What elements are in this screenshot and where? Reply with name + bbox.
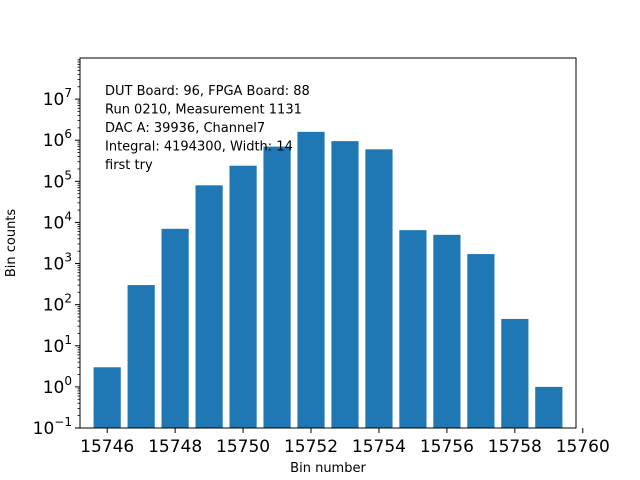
bar-15746 [93, 367, 121, 428]
y-tick-exponent: 2 [64, 292, 72, 306]
annotation-line: first try [105, 158, 153, 173]
x-tick-label: 15756 [420, 437, 474, 457]
annotation-block: DUT Board: 96, FPGA Board: 88 Run 0210, M… [105, 84, 310, 173]
y-axis-label: Bin counts [4, 209, 19, 278]
y-tick-label: 104 [43, 209, 72, 233]
y-tick-label: 102 [43, 292, 72, 316]
bar-15756 [433, 234, 461, 428]
x-tick-label: 15748 [148, 437, 202, 457]
x-tick-label: 15754 [352, 437, 406, 457]
y-tick-label: 10−1 [33, 415, 72, 439]
y-tick-base: 10 [43, 90, 65, 110]
y-tick-base: 10 [43, 131, 65, 151]
y-tick-base: 10 [43, 378, 65, 398]
y-tick-label: 100 [43, 374, 72, 398]
y-tick-exponent: 7 [64, 86, 72, 100]
y-tick-label: 105 [43, 168, 72, 192]
bar-15759 [535, 386, 563, 428]
y-tick-label: 107 [43, 86, 72, 110]
x-tick-label: 15758 [488, 437, 542, 457]
y-tick-exponent: 0 [64, 374, 72, 388]
x-tick-label: 15760 [556, 437, 610, 457]
bar-15757 [467, 254, 495, 428]
y-tick-exponent: 1 [64, 333, 72, 347]
y-tick-label: 106 [43, 127, 72, 151]
x-tick-label: 15746 [80, 437, 134, 457]
y-tick-base: 10 [43, 172, 65, 192]
bar-15750 [229, 165, 257, 428]
bars-group [93, 131, 563, 428]
bar-15752 [297, 131, 325, 428]
y-tick-exponent: 6 [64, 127, 72, 141]
bar-15747 [127, 285, 155, 428]
x-axis-ticks: 15746 15748 15750 15752 15754 15756 15758 15760 [80, 428, 610, 457]
y-tick-exponent: −1 [54, 415, 72, 429]
x-tick-label: 15750 [216, 437, 270, 457]
plot-frame [79, 57, 577, 429]
y-tick-base: 10 [43, 213, 65, 233]
y-tick-base: 10 [43, 337, 65, 357]
bar-15758 [501, 318, 529, 428]
bar-15748 [161, 228, 189, 428]
annotation-line: Run 0210, Measurement 1131 [105, 103, 302, 118]
y-tick-exponent: 4 [64, 209, 72, 223]
bar-15754 [365, 149, 393, 428]
y-tick-label: 101 [43, 333, 72, 357]
annotation-line: DAC A: 39936, Channel7 [105, 121, 265, 136]
x-axis-label: Bin number [290, 461, 366, 476]
y-tick-base: 10 [33, 419, 55, 439]
bar-15755 [399, 230, 427, 428]
y-tick-base: 10 [43, 255, 65, 275]
y-tick-base: 10 [43, 296, 65, 316]
y-tick-exponent: 3 [64, 251, 72, 265]
bar-15753 [331, 141, 359, 428]
x-tick-label: 15752 [284, 437, 338, 457]
annotation-line: Integral: 4194300, Width: 14 [105, 140, 293, 155]
y-tick-label: 103 [43, 251, 72, 275]
y-tick-exponent: 5 [64, 168, 72, 182]
annotation-line: DUT Board: 96, FPGA Board: 88 [105, 84, 310, 99]
bar-15749 [195, 185, 223, 428]
bar-15751 [263, 146, 291, 428]
